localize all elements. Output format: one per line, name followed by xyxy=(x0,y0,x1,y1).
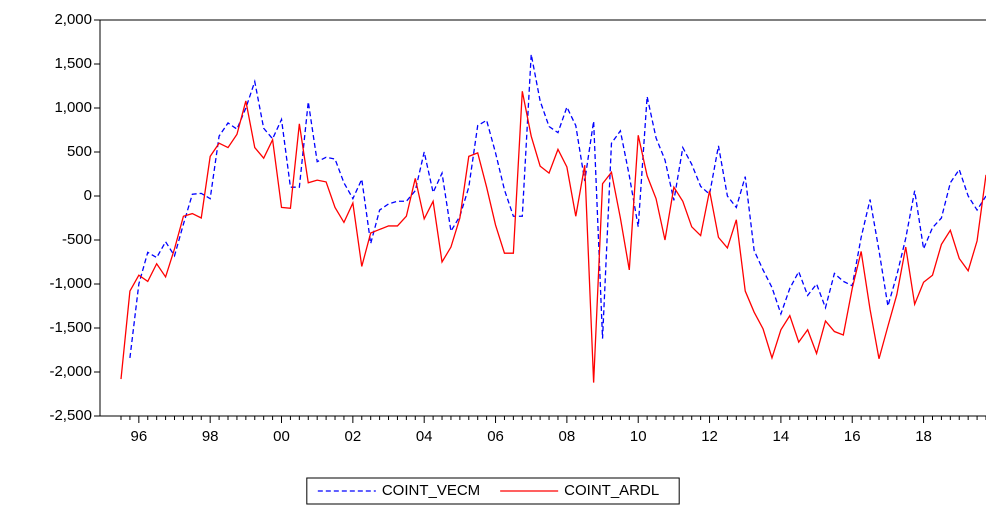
x-tick-label: 00 xyxy=(273,428,290,445)
x-tick-label: 06 xyxy=(487,428,504,445)
x-tick-label: 12 xyxy=(701,428,718,445)
x-tick-label: 18 xyxy=(915,428,932,445)
y-tick-label: 500 xyxy=(67,143,92,160)
y-tick-label: -500 xyxy=(62,231,92,248)
y-tick-label: -2,000 xyxy=(49,363,92,380)
legend: COINT_VECM COINT_ARDL xyxy=(306,477,680,505)
y-tick-label: 1,500 xyxy=(54,55,92,72)
y-tick-label: 1,000 xyxy=(54,99,92,116)
x-tick-label: 14 xyxy=(773,428,790,445)
y-tick-label: 0 xyxy=(84,187,92,204)
x-tick-label: 10 xyxy=(630,428,647,445)
series-line xyxy=(120,91,986,383)
x-tick-label: 96 xyxy=(130,428,147,445)
x-tick-label: 02 xyxy=(345,428,362,445)
y-tick-label: 2,000 xyxy=(54,11,92,28)
x-tick-label: 08 xyxy=(559,428,576,445)
y-tick-label: -2,500 xyxy=(49,407,92,424)
y-tick-label: -1,500 xyxy=(49,319,92,336)
x-tick-label: 98 xyxy=(202,428,219,445)
y-tick-label: -1,000 xyxy=(49,275,92,292)
series-line xyxy=(129,54,986,358)
x-tick-label: 04 xyxy=(416,428,433,445)
legend-label: COINT_ARDL xyxy=(564,482,659,499)
x-tick-label: 16 xyxy=(844,428,861,445)
legend-label: COINT_VECM xyxy=(382,482,480,499)
